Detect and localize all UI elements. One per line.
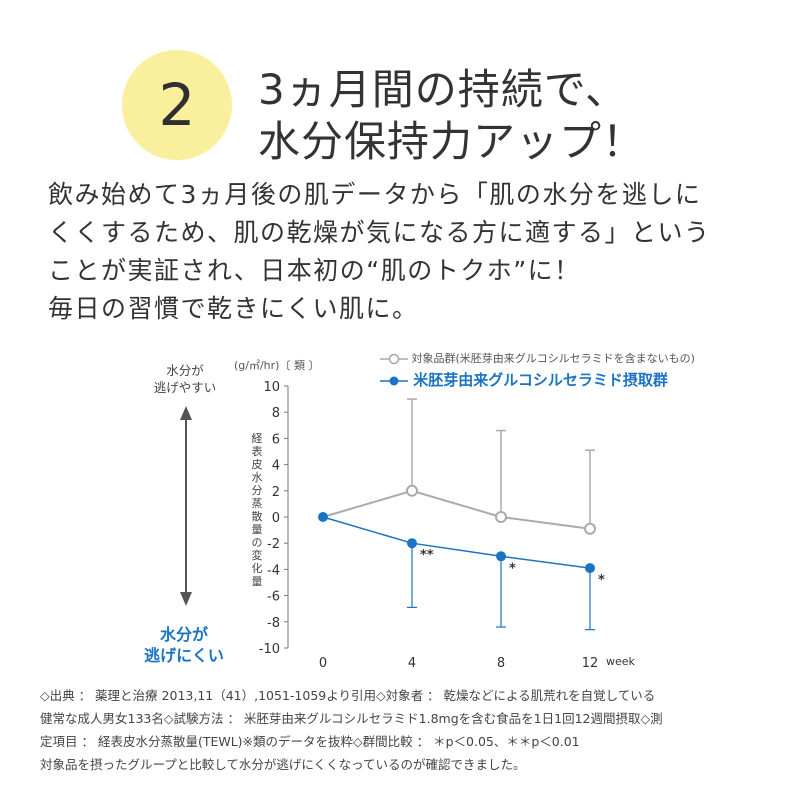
label-moisture-escapes-hardly: 水分が 逃げにくい xyxy=(128,624,240,666)
label-hard-line-2: 逃げにくい xyxy=(144,646,224,665)
treatment-data-point xyxy=(496,551,506,562)
significance-mark: * xyxy=(598,573,605,588)
control-data-point xyxy=(584,522,596,535)
y-tick-label: 8 xyxy=(272,406,280,421)
label-hard-line-1: 水分が xyxy=(159,625,208,644)
label-easy-line-2: 逃げやすい xyxy=(153,380,217,395)
control-data-point xyxy=(495,511,507,523)
x-axis-label: week xyxy=(606,655,636,668)
y-tick-label: -8 xyxy=(267,616,280,631)
control-series-line xyxy=(322,489,591,530)
y-tick-label: -4 xyxy=(267,563,280,578)
treatment-series-line xyxy=(322,516,591,569)
label-moisture-escapes-easily: 水分が 逃げやすい xyxy=(135,362,235,396)
y-tick-label: 6 xyxy=(272,432,280,447)
legend-treatment-marker-icon xyxy=(380,376,408,385)
legend-control-label: 対象品群(米胚芽由来グルコシルセラミドを含まないもの) xyxy=(411,352,695,365)
y-axis-label: 経表皮水分蒸散量の変化量 xyxy=(251,432,263,588)
y-tick-label: 10 xyxy=(263,380,280,395)
step-number-badge: 2 xyxy=(122,50,232,160)
legend-control: 対象品群(米胚芽由来グルコシルセラミドを含まないもの) xyxy=(380,350,695,366)
arrow-down-icon xyxy=(180,592,192,606)
description: 飲み始めて3ヵ月後の肌データから「肌の水分を逃しに くくするため、肌の乾燥が気に… xyxy=(48,176,768,328)
significance-mark: * xyxy=(509,561,516,576)
footnote-line: 健常な成人男女133名◇試験方法 ： 米胚芽由来グルコシルセラミド1.8mgを含… xyxy=(40,711,663,726)
y-tick-label: 4 xyxy=(272,459,280,474)
treatment-data-point xyxy=(407,538,417,549)
y-tick-label: -6 xyxy=(267,590,280,605)
y-tick-label: -10 xyxy=(259,642,280,657)
control-data-point xyxy=(406,484,418,497)
x-tick-label: 0 xyxy=(319,656,327,671)
y-axis-unit: (g/㎡/hr)〔 類 〕 xyxy=(234,359,320,372)
step-number: 2 xyxy=(158,71,196,139)
arrow-up-icon xyxy=(180,406,192,420)
x-tick-label: 12 xyxy=(582,656,599,671)
y-tick-label: 2 xyxy=(272,485,280,500)
headline-line-2: 水分保持力アップ！ xyxy=(258,117,646,166)
footnote: ◇出典 ： 薬理と治療 2013,11（41）,1051-1059より引用◇対象… xyxy=(40,684,770,776)
label-easy-line-1: 水分が xyxy=(166,363,204,378)
x-tick-label: 8 xyxy=(497,656,505,671)
footnote-line: 対象品を摂ったグループと比較して水分が逃げにくくなっているのが確認できました。 xyxy=(40,757,526,772)
y-tick-label: -2 xyxy=(267,537,280,552)
significance-mark: ** xyxy=(420,548,434,563)
legend-treatment-label: 米胚芽由来グルコシルセラミド摂取群 xyxy=(413,371,668,389)
legend-control-marker-icon xyxy=(380,353,408,365)
legend-treatment: 米胚芽由来グルコシルセラミド摂取群 xyxy=(380,369,668,390)
description-line: ことが実証され、日本初の“肌のトクホ”に！ xyxy=(48,256,581,285)
baseline-data-point xyxy=(318,512,328,522)
treatment-data-point xyxy=(585,563,595,574)
y-tick-label: 0 xyxy=(272,511,280,526)
footnote-line: 定項目 ： 経表皮水分蒸散量(TEWL)※類のデータを抜粋◇群間比較 ： ＊p＜… xyxy=(40,734,580,749)
x-tick-label: 4 xyxy=(408,656,416,671)
footnote-line: ◇出典 ： 薬理と治療 2013,11（41）,1051-1059より引用◇対象… xyxy=(40,688,656,703)
description-line: くくするため、肌の乾燥が気になる方に適する」という xyxy=(48,218,711,247)
headline-line-1: 3ヵ月間の持続で、 xyxy=(258,65,629,114)
description-line: 飲み始めて3ヵ月後の肌データから「肌の水分を逃しに xyxy=(48,180,702,209)
description-line: 毎日の習慣で乾きにくい肌に。 xyxy=(48,294,419,323)
